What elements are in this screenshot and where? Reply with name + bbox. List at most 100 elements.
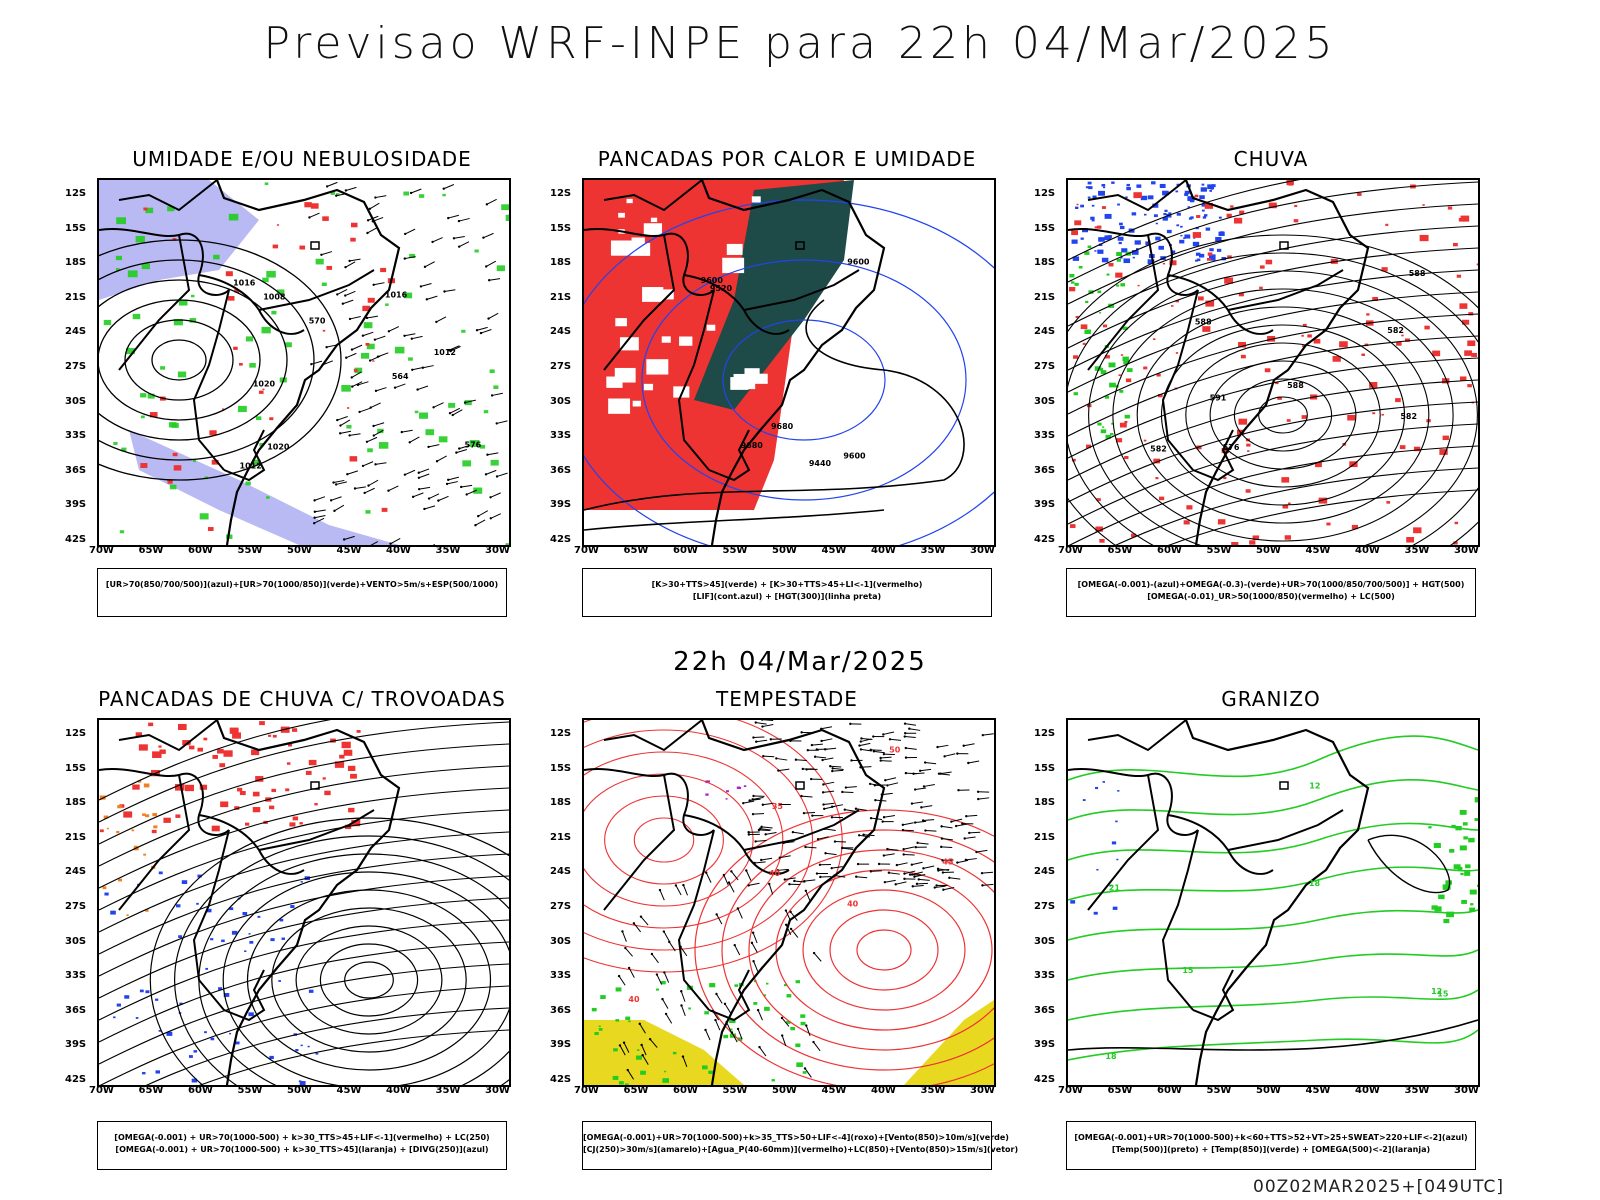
field-cell <box>643 383 654 391</box>
panel-title: CHUVA <box>1233 147 1309 171</box>
field-cell <box>1469 907 1476 912</box>
field-cell <box>656 988 659 991</box>
wind-vector <box>628 967 635 978</box>
contour-label: 50 <box>889 746 901 755</box>
field-cell <box>1268 202 1277 209</box>
wind-vector <box>364 487 375 494</box>
field-cell <box>233 346 238 350</box>
lat-tick-label: 21S <box>550 291 572 303</box>
wind-vector <box>715 1019 721 1031</box>
field-cell <box>1098 190 1106 196</box>
temp850-contour <box>1068 866 1478 901</box>
field-cell <box>490 459 499 466</box>
field-cell <box>1301 334 1304 337</box>
legend-line: [LIF](cont.azul) + [HGT(300)](linha pret… <box>692 592 882 601</box>
field-cell <box>1108 262 1114 267</box>
lat-tick-label: 27S <box>65 901 87 912</box>
wind-vector <box>757 1009 763 1021</box>
wind-vector <box>909 728 921 731</box>
contour-line <box>198 853 509 1085</box>
wind-vector <box>618 975 626 986</box>
wind-vector <box>417 385 429 391</box>
field-cell <box>1115 820 1118 823</box>
wind-vector <box>921 805 933 808</box>
field-cell <box>177 371 187 378</box>
field-cell <box>1454 521 1459 525</box>
field-cell <box>1094 226 1098 229</box>
field-cell <box>248 933 251 935</box>
field-cell <box>1104 395 1110 399</box>
wind-vector <box>458 217 470 222</box>
field-cell <box>1080 324 1088 330</box>
wind-vector <box>401 429 413 433</box>
field-cell <box>143 783 150 788</box>
field-cell <box>143 207 148 211</box>
wind-vector <box>755 722 767 725</box>
field-cell <box>505 543 509 545</box>
lon-tick-label: 40W <box>1355 545 1380 556</box>
field-cell <box>1088 186 1093 190</box>
field-cell <box>221 408 225 410</box>
field-cell <box>365 510 371 514</box>
field-cell <box>139 989 144 993</box>
field-cell <box>193 459 197 463</box>
country-border <box>192 289 230 471</box>
lat-tick-label: 36S <box>1034 1004 1056 1016</box>
field-cell <box>474 249 479 253</box>
lat-tick-label: 12S <box>1034 188 1056 199</box>
field-cell <box>706 324 716 331</box>
wind-vector <box>861 737 873 740</box>
wind-vector <box>373 429 384 436</box>
contour-label: 582 <box>1400 412 1417 421</box>
field-cell <box>255 776 264 782</box>
field-cell <box>1136 248 1139 250</box>
field-cell <box>1125 196 1128 199</box>
contour-label: 45 <box>942 858 954 867</box>
field-cell <box>1111 181 1115 184</box>
lat-tick-label: 39S <box>550 1039 572 1051</box>
field-cell <box>1461 899 1467 904</box>
field-cell <box>99 829 104 833</box>
lat-tick-label: 12S <box>65 188 87 199</box>
field-cell <box>1126 187 1131 191</box>
streamline <box>1068 225 1478 327</box>
lat-tick-label: 33S <box>1034 970 1056 982</box>
wind-vector <box>813 1041 821 1052</box>
wind-vector <box>330 496 342 501</box>
coastline <box>1184 180 1370 545</box>
field-cell <box>1226 213 1232 218</box>
field-cell <box>1084 251 1090 255</box>
field-cell <box>326 265 333 270</box>
wind-vector <box>340 419 351 426</box>
field-cell <box>251 749 260 756</box>
lat-tick-label: 15S <box>65 762 87 774</box>
country-border <box>603 234 676 371</box>
field-cell <box>252 807 261 813</box>
field-cell <box>349 456 358 462</box>
field-cell <box>148 722 154 727</box>
field-cell <box>237 787 243 792</box>
field-cell <box>1163 213 1167 216</box>
map-canvas: 9600 9600 9600 9680 9680 9520 9440 <box>584 180 994 545</box>
field-cell <box>725 798 728 800</box>
wind-vector <box>887 782 899 786</box>
wind-vector <box>377 352 389 358</box>
field-cell <box>123 811 133 818</box>
streamline <box>99 743 509 845</box>
field-cell <box>1186 505 1193 510</box>
field-cell <box>1184 234 1191 239</box>
field-cell <box>172 452 178 457</box>
field-cell <box>262 388 265 391</box>
field-cell <box>786 1020 791 1024</box>
wind-vector <box>801 795 813 798</box>
wind-vector <box>896 862 908 866</box>
lat-tick-label: 39S <box>550 499 572 511</box>
contour-line <box>295 925 443 1035</box>
field-cell <box>1265 259 1273 265</box>
field-cell <box>324 790 331 796</box>
field-cell <box>1218 231 1225 236</box>
field-cell <box>1469 889 1477 895</box>
field-cell <box>1155 222 1158 225</box>
field-cell <box>158 871 163 875</box>
field-cell <box>738 786 742 790</box>
